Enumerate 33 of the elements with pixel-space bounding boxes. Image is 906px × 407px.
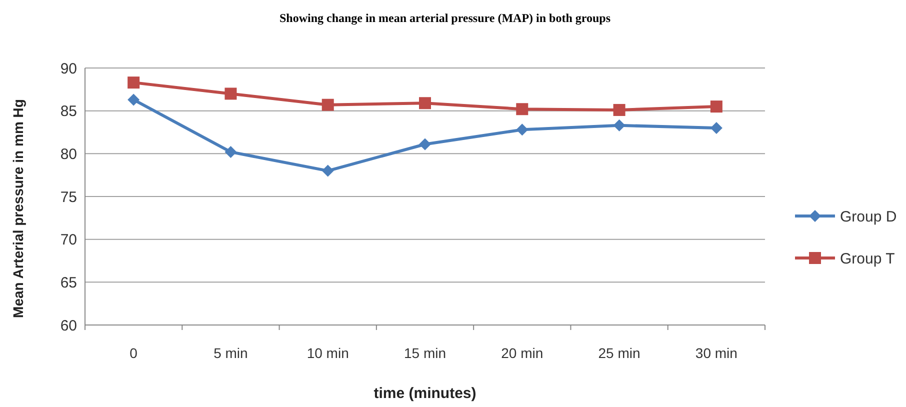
x-tick-label: 0: [130, 345, 138, 361]
point: [128, 94, 140, 106]
point: [224, 88, 237, 100]
y-tick-label: 90: [60, 60, 77, 78]
point: [322, 164, 334, 177]
x-tick-label: 30 min: [695, 345, 738, 361]
x-axis-title: time (minutes): [374, 385, 476, 402]
point: [516, 103, 528, 116]
point: [613, 119, 626, 132]
x-tick-label: 20 min: [501, 345, 544, 361]
y-tick-label: 80: [60, 146, 77, 163]
y-axis-title: Mean Arterial pressure in mm Hg: [10, 99, 26, 318]
point: [516, 124, 528, 136]
y-tick-label: 75: [60, 188, 77, 206]
x-tick-label: 15 min: [404, 345, 446, 361]
point: [224, 146, 237, 158]
x-tick-label: 25 min: [598, 345, 640, 361]
chart-title: Showing change in mean arterial pressure (MAP) in both groups: [279, 11, 611, 25]
point: [710, 122, 722, 134]
y-tick-label: 65: [60, 274, 77, 292]
x-tick-label: 5 min: [214, 345, 248, 361]
legend-label: Group D: [840, 208, 897, 226]
y-tick-label: 70: [60, 232, 77, 249]
y-tick-label: 85: [60, 103, 77, 120]
legend-label: Group T: [840, 250, 895, 268]
x-tick-label: 10 min: [306, 345, 349, 361]
point: [322, 98, 334, 111]
point: [419, 138, 431, 150]
y-tick-label: 60: [60, 317, 77, 334]
point: [128, 76, 140, 89]
point: [419, 97, 431, 110]
point: [613, 104, 626, 116]
point: [710, 100, 722, 113]
